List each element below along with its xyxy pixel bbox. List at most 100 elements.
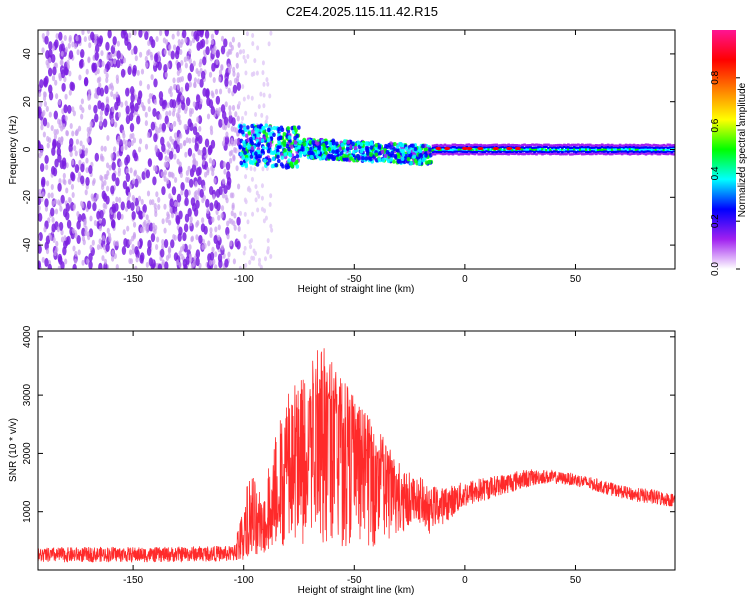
heatmap-cell	[71, 130, 75, 137]
heatmap-cell	[254, 250, 258, 256]
heatmap-cell	[195, 221, 199, 228]
heatmap-cell	[563, 148, 566, 152]
heatmap-cell	[98, 225, 102, 232]
heatmap-cell	[83, 76, 89, 86]
heatmap-cell	[188, 48, 192, 55]
heatmap-cell	[270, 163, 275, 169]
heatmap-cell	[401, 152, 406, 157]
heatmap-cell	[79, 140, 83, 147]
heatmap-cell	[60, 236, 65, 243]
heatmap-cell	[128, 239, 132, 246]
heatmap-cell	[662, 150, 666, 154]
heatmap-cell	[153, 78, 158, 88]
heatmap-cell	[610, 143, 614, 147]
heatmap-cell	[523, 143, 526, 146]
heatmap-cell	[57, 253, 63, 263]
heatmap-cell	[137, 195, 142, 202]
heatmap-cell	[51, 200, 55, 207]
heatmap-cell	[551, 144, 554, 147]
heatmap-cell	[172, 77, 176, 84]
heatmap-cell	[209, 251, 215, 261]
heatmap-cell	[78, 74, 82, 81]
heatmap-cell	[38, 212, 43, 222]
heatmap-cell	[636, 144, 640, 147]
heatmap-cell	[662, 143, 666, 147]
heatmap-cell	[254, 111, 258, 117]
heatmap-cell	[467, 150, 471, 153]
heatmap-cell	[131, 132, 135, 139]
heatmap-cell	[658, 152, 662, 156]
heatmap-cell	[666, 152, 670, 156]
heatmap-cell	[104, 107, 109, 117]
heatmap-cell	[648, 148, 652, 151]
heatmap-cell	[616, 146, 620, 149]
heatmap-cell	[88, 88, 92, 95]
heatmap-cell	[517, 152, 520, 156]
heatmap-cell	[407, 149, 411, 154]
heatmap-cell	[64, 46, 69, 53]
heatmap-cell	[571, 153, 574, 156]
colorbar-ticks: 0.00.20.40.60.8	[710, 70, 740, 276]
heatmap-cell	[261, 60, 265, 66]
heatmap-cell	[648, 152, 652, 155]
heatmap-cell	[125, 105, 130, 115]
heatmap-cell	[48, 111, 52, 118]
heatmap-cell	[60, 43, 65, 53]
heatmap-cell	[52, 140, 57, 150]
heatmap-cell	[577, 152, 580, 156]
heatmap-cell	[435, 150, 439, 153]
heatmap-cell	[249, 166, 253, 172]
heatmap-cell	[469, 152, 473, 155]
heatmap-cell	[569, 148, 572, 151]
heatmap-cell	[51, 146, 56, 156]
heatmap-cell	[342, 153, 346, 159]
heatmap-cell	[260, 183, 264, 189]
heatmap-cell	[244, 110, 248, 116]
heatmap-cell	[112, 58, 117, 65]
heatmap-cell	[172, 83, 177, 90]
heatmap-cell	[672, 145, 675, 149]
heatmap-cell	[644, 143, 648, 146]
heatmap-cell	[65, 211, 70, 221]
heatmap-cell	[84, 230, 88, 237]
heatmap-cell	[136, 115, 141, 125]
heatmap-cell	[632, 152, 636, 155]
heatmap-cell	[217, 214, 221, 221]
heatmap-cell	[176, 30, 180, 37]
heatmap-cell	[93, 104, 98, 114]
heatmap-cell	[144, 111, 148, 118]
heatmap-cell	[189, 110, 193, 117]
heatmap-cell	[600, 145, 604, 149]
heatmap-cell	[198, 61, 202, 68]
heatmap-cell	[115, 91, 119, 98]
heatmap-cell	[55, 93, 59, 100]
heatmap-cell	[652, 152, 656, 155]
heatmap-cell	[431, 148, 435, 152]
heatmap-cell	[218, 118, 223, 128]
heatmap-cell	[584, 152, 588, 156]
heatmap-cell	[517, 150, 520, 153]
heatmap-cell	[298, 139, 302, 145]
heatmap-cell	[103, 262, 108, 269]
heatmap-cell	[57, 182, 62, 192]
heatmap-cell	[210, 165, 214, 172]
heatmap-cell	[161, 218, 165, 225]
heatmap-cell	[457, 143, 461, 147]
heatmap-cell	[449, 148, 453, 152]
heatmap-cell	[248, 239, 252, 245]
heatmap-cell	[569, 153, 572, 156]
heatmap-cell	[441, 148, 445, 151]
heatmap-cell	[505, 145, 508, 149]
heatmap-cell	[418, 147, 422, 152]
heatmap-cell	[182, 258, 188, 268]
heatmap-cell	[549, 150, 552, 153]
heatmap-cell	[519, 144, 522, 147]
heatmap-cell	[233, 212, 237, 219]
heatmap-cell	[80, 200, 84, 207]
heatmap-cell	[582, 145, 586, 149]
heatmap-cell	[78, 148, 82, 155]
snr-xtick-label: -50	[347, 575, 362, 586]
heatmap-cell	[614, 144, 618, 147]
heatmap-cell	[445, 149, 449, 153]
heatmap-cell	[173, 132, 178, 139]
